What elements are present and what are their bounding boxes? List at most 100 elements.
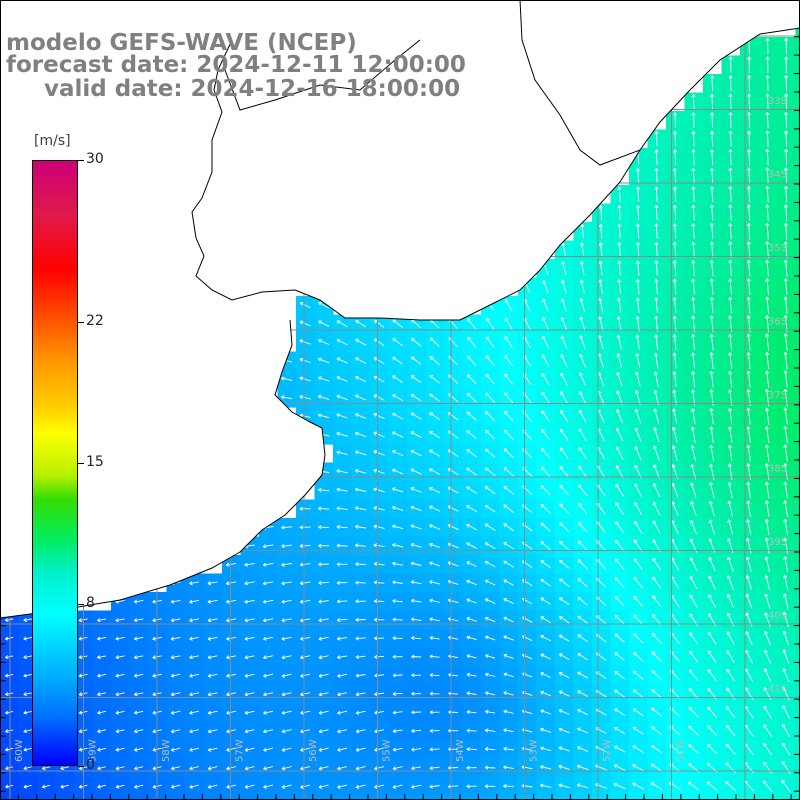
wind-arrow (782, 612, 789, 628)
wind-arrow (373, 506, 385, 511)
wind-arrow (115, 784, 125, 789)
wind-arrow (484, 486, 496, 495)
wind-arrow (503, 765, 514, 770)
wind-arrow (708, 631, 717, 645)
wind-arrow (485, 635, 496, 641)
wind-arrow (392, 319, 403, 328)
wind-arrow (765, 204, 770, 221)
wind-arrow (577, 521, 588, 533)
wind-arrow (484, 765, 496, 770)
wind-arrow (466, 430, 477, 440)
wind-arrow (541, 410, 551, 423)
wind-arrow (672, 315, 677, 332)
wind-arrow (763, 686, 772, 701)
wind-arrow (354, 487, 367, 492)
wind-arrow (671, 482, 679, 498)
wind-arrow (709, 296, 714, 314)
wind-arrow (747, 93, 752, 110)
wind-arrow (782, 686, 790, 701)
wind-arrow (558, 671, 570, 679)
wind-arrow (765, 222, 770, 240)
wind-arrow (614, 577, 625, 589)
wind-arrow (467, 336, 477, 348)
wind-arrow (672, 389, 678, 406)
wind-arrow (782, 630, 790, 646)
wind-arrow (709, 445, 715, 462)
wind-arrow (746, 204, 751, 221)
wind-arrow (688, 669, 699, 681)
wind-arrow (429, 356, 440, 366)
wind-arrow (634, 390, 641, 406)
wind-arrow (207, 636, 218, 641)
wind-arrow (392, 654, 403, 659)
wind-arrow (764, 612, 771, 628)
wind-arrow (244, 692, 255, 697)
wind-arrow (207, 618, 218, 623)
wind-arrow (613, 782, 626, 790)
wind-cell (795, 92, 800, 112)
wind-arrow (559, 578, 570, 587)
wind-arrow (783, 370, 788, 388)
latitude-label: 37S (768, 390, 787, 401)
wind-arrow (672, 278, 677, 295)
wind-cell (795, 555, 800, 575)
wind-arrow (689, 632, 699, 645)
wind-arrow (226, 673, 237, 678)
wind-cell (481, 795, 501, 800)
wind-arrow (579, 298, 586, 313)
wind-arrow (710, 93, 715, 110)
wind-arrow (672, 334, 677, 351)
wind-arrow (485, 448, 496, 458)
wind-arrow (764, 500, 770, 517)
wind-arrow (782, 724, 791, 738)
wind-arrow (354, 450, 367, 456)
wind-arrow (336, 320, 348, 327)
wind-arrow (226, 599, 237, 604)
wind-arrow (336, 599, 348, 604)
wind-arrow (503, 616, 514, 623)
wind-arrow (115, 710, 125, 715)
wind-arrow (97, 636, 107, 641)
wind-arrow (765, 315, 770, 333)
wind-arrow (615, 446, 624, 461)
wind-arrow (765, 56, 770, 73)
wind-arrow (466, 449, 477, 458)
wind-arrow (207, 784, 218, 789)
wind-arrow (355, 636, 366, 641)
wind-arrow (632, 689, 644, 699)
wind-arrow (189, 618, 200, 623)
wind-arrow (354, 431, 367, 438)
colorbar-tickmark (78, 160, 84, 161)
wind-arrow (783, 518, 789, 536)
wind-arrow (115, 692, 125, 697)
wind-arrow (688, 725, 699, 736)
wind-arrow (542, 317, 550, 331)
wind-arrow (633, 633, 644, 644)
wind-arrow (616, 371, 623, 387)
latitude-label: 36S (768, 317, 787, 328)
wind-arrow (336, 617, 348, 623)
wind-arrow (262, 581, 274, 586)
wind-cell (795, 425, 800, 445)
wind-arrow (784, 56, 789, 73)
longitude-label: 60W (14, 739, 25, 762)
wind-arrow (392, 431, 404, 438)
wind-arrow (725, 743, 736, 755)
wind-arrow (654, 168, 659, 184)
wind-arrow (263, 710, 274, 715)
wind-arrow (558, 690, 570, 697)
wind-arrow (189, 766, 199, 771)
wind-arrow (299, 562, 311, 567)
wind-arrow (632, 745, 644, 753)
wind-arrow (281, 655, 292, 660)
wind-arrow (577, 578, 588, 588)
wind-arrow (355, 747, 366, 752)
wind-arrow (374, 636, 385, 641)
wind-arrow (336, 506, 348, 511)
wind-arrow (542, 279, 549, 294)
wind-arrow (558, 615, 570, 624)
wind-arrow (299, 376, 311, 382)
wind-arrow (411, 654, 422, 659)
latitude-label: 39S (768, 537, 787, 548)
wind-arrow (410, 412, 422, 420)
